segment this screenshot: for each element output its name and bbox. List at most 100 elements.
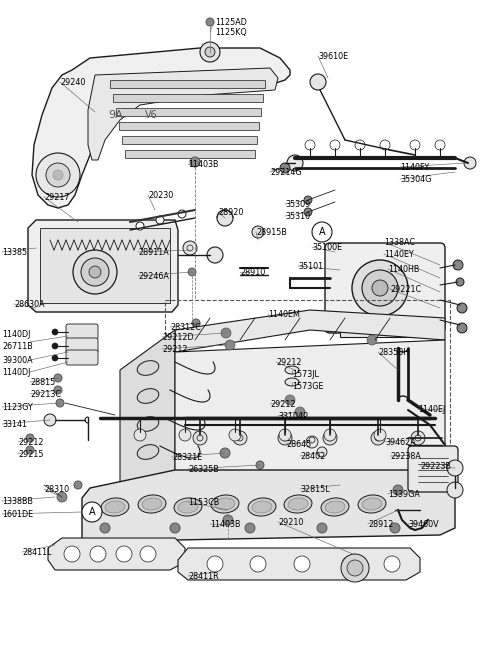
Circle shape — [207, 556, 223, 572]
Circle shape — [411, 431, 425, 445]
Ellipse shape — [288, 498, 308, 510]
Circle shape — [464, 157, 476, 169]
Circle shape — [453, 260, 463, 270]
Circle shape — [170, 523, 180, 533]
Circle shape — [393, 485, 403, 495]
Text: 28312C: 28312C — [170, 323, 201, 332]
Circle shape — [252, 226, 264, 238]
Circle shape — [36, 153, 80, 197]
Polygon shape — [28, 220, 178, 312]
Polygon shape — [88, 68, 278, 160]
Circle shape — [323, 431, 337, 445]
Ellipse shape — [137, 417, 159, 432]
Ellipse shape — [358, 495, 386, 513]
Circle shape — [233, 431, 247, 445]
Circle shape — [280, 163, 290, 173]
Circle shape — [90, 546, 106, 562]
Text: 9A: 9A — [108, 110, 123, 120]
Circle shape — [225, 340, 235, 350]
Circle shape — [305, 140, 315, 150]
Circle shape — [295, 407, 305, 417]
Circle shape — [362, 270, 398, 306]
Text: 1125AD: 1125AD — [215, 18, 247, 27]
Circle shape — [82, 502, 102, 522]
Bar — [119, 122, 259, 130]
Circle shape — [324, 429, 336, 441]
Circle shape — [205, 47, 215, 57]
Text: 29221C: 29221C — [390, 285, 421, 294]
Polygon shape — [82, 470, 455, 555]
Text: 28402: 28402 — [300, 452, 325, 461]
Text: 35309: 35309 — [285, 200, 310, 209]
Text: 1573JL: 1573JL — [292, 370, 319, 379]
Text: 29238A: 29238A — [390, 452, 421, 461]
Ellipse shape — [137, 445, 159, 459]
Text: 35310: 35310 — [285, 212, 310, 221]
Text: 29212: 29212 — [18, 438, 44, 447]
Circle shape — [200, 42, 220, 62]
Circle shape — [342, 556, 358, 572]
Circle shape — [64, 546, 80, 562]
Ellipse shape — [178, 501, 198, 513]
Circle shape — [285, 395, 295, 405]
Text: 29214G: 29214G — [270, 168, 301, 177]
Circle shape — [304, 208, 312, 216]
Ellipse shape — [215, 498, 235, 510]
Bar — [165, 300, 450, 495]
Ellipse shape — [248, 498, 276, 516]
Circle shape — [317, 447, 327, 457]
Text: A: A — [89, 507, 96, 517]
Circle shape — [44, 414, 56, 426]
Text: A: A — [319, 227, 325, 237]
Text: 29223B: 29223B — [420, 462, 451, 471]
Circle shape — [53, 170, 63, 180]
Text: 28912: 28912 — [368, 520, 394, 529]
Circle shape — [74, 481, 82, 489]
Polygon shape — [178, 548, 420, 580]
Ellipse shape — [137, 388, 159, 403]
Circle shape — [294, 556, 310, 572]
Text: 28910: 28910 — [240, 268, 265, 277]
Text: 29212D: 29212D — [162, 333, 193, 342]
Text: 11403B: 11403B — [188, 160, 218, 169]
Text: 1573GE: 1573GE — [292, 382, 324, 391]
Ellipse shape — [362, 498, 382, 510]
FancyBboxPatch shape — [66, 338, 98, 353]
Text: 1338BB: 1338BB — [2, 497, 33, 506]
Ellipse shape — [174, 498, 202, 516]
Text: 29212: 29212 — [270, 400, 296, 409]
Circle shape — [457, 323, 467, 333]
Polygon shape — [32, 48, 290, 208]
Circle shape — [207, 247, 223, 263]
Circle shape — [26, 446, 34, 454]
Polygon shape — [175, 310, 445, 352]
Circle shape — [410, 140, 420, 150]
Text: 28321E: 28321E — [172, 453, 202, 462]
Polygon shape — [175, 340, 445, 490]
Ellipse shape — [284, 495, 312, 513]
Text: 33104P: 33104P — [278, 412, 308, 421]
Circle shape — [52, 329, 58, 335]
Circle shape — [347, 560, 363, 576]
Text: 39462A: 39462A — [385, 438, 416, 447]
Circle shape — [374, 429, 386, 441]
Text: 35101: 35101 — [298, 262, 323, 271]
Circle shape — [178, 210, 186, 218]
Text: 26325B: 26325B — [188, 465, 219, 474]
Bar — [122, 136, 257, 144]
Text: 28645: 28645 — [286, 440, 311, 449]
Circle shape — [330, 140, 340, 150]
Text: 1339GA: 1339GA — [388, 490, 420, 499]
Text: 29213C: 29213C — [30, 390, 61, 399]
Text: 28411R: 28411R — [188, 572, 218, 581]
Circle shape — [312, 222, 332, 242]
Polygon shape — [48, 538, 185, 570]
Circle shape — [278, 431, 292, 445]
Circle shape — [304, 196, 312, 204]
Ellipse shape — [252, 501, 272, 513]
Circle shape — [223, 515, 233, 525]
Ellipse shape — [101, 498, 129, 516]
Text: 26711B: 26711B — [2, 342, 33, 351]
Text: 1153CB: 1153CB — [188, 498, 219, 507]
FancyBboxPatch shape — [66, 324, 98, 339]
